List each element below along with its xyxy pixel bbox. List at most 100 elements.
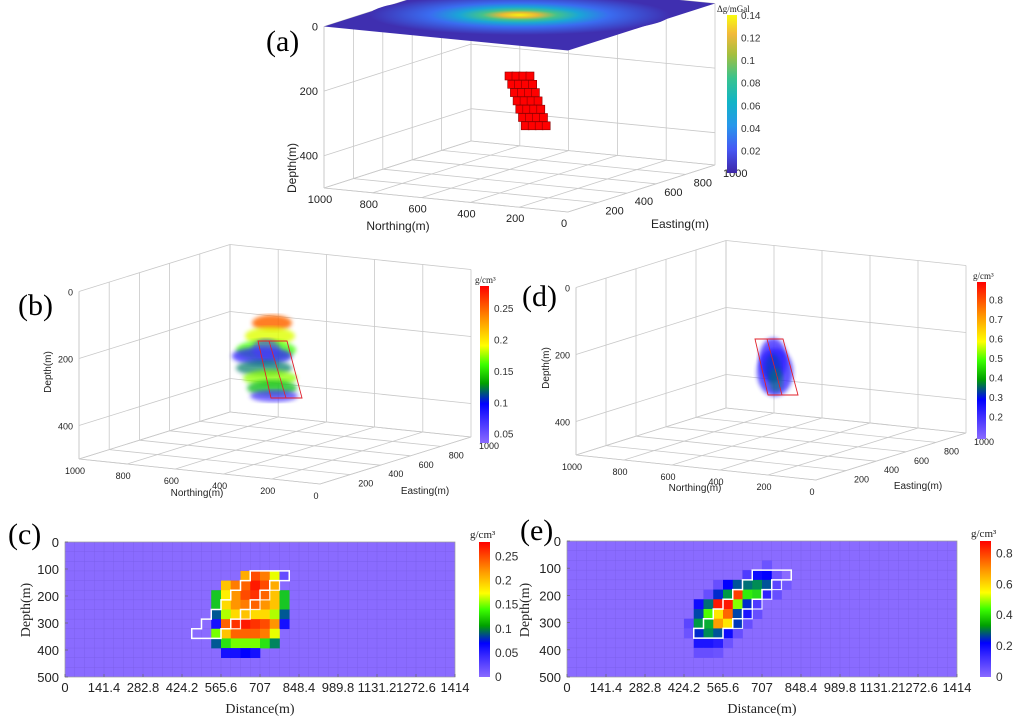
colorbar-tick-label: 0.12 <box>741 34 761 45</box>
colorbar-tick-label: 0.14 <box>741 11 761 22</box>
y-tick-label: 0 <box>52 535 59 550</box>
panel-a-xlabel: Easting(m) <box>651 217 709 231</box>
x-tick-label: 707 <box>249 680 271 695</box>
panel-c-tick-labels: 0 141.4 282.8 424.2 565.6 707 848.4 989.8 1131.2… <box>37 535 469 695</box>
heatmap-cell <box>250 609 261 620</box>
y-axis-line <box>575 454 817 481</box>
gridline <box>575 407 727 456</box>
true-model-outline <box>693 569 792 639</box>
northing-tick-label: 0 <box>809 487 814 497</box>
heatmap-cell <box>240 638 251 649</box>
gridline <box>441 150 686 175</box>
colorbar-tick-label: 0.1 <box>741 56 755 67</box>
gridline <box>725 407 967 434</box>
density-blob <box>252 315 292 331</box>
colorbar-tick-label: 0.4 <box>989 374 1003 385</box>
x-tick-label: 848.4 <box>785 680 818 695</box>
easting-tick-label: 600 <box>914 456 929 466</box>
gridline <box>767 427 919 476</box>
heatmap-cell <box>240 580 251 591</box>
easting-tick-label: 200 <box>358 479 373 489</box>
panel-c-ylabel: Depth(m) <box>19 582 34 637</box>
heatmap-cell <box>723 579 734 590</box>
y-tick-label: 500 <box>539 670 561 685</box>
northing-tick-label: 200 <box>756 482 771 492</box>
heatmap-cell <box>279 590 290 601</box>
easting-tick-label: 400 <box>635 196 653 208</box>
x-axis-line <box>567 164 716 213</box>
colorbar-tick-label: 0.8 <box>989 296 1003 307</box>
panel-e: (e) 0 141.4 282.8 424.2 565.6 707 848.4 989.8 11… <box>518 514 1013 717</box>
gridline <box>695 417 937 443</box>
gridline <box>719 422 871 471</box>
colorbar-b-ticks: 0.05 0.1 0.15 0.2 0.25 <box>494 304 514 441</box>
gridline <box>575 374 727 422</box>
heatmap-cell <box>250 570 261 581</box>
gridline <box>665 426 907 453</box>
easting-tick-label: 600 <box>664 187 682 199</box>
x-tick-label: 565.6 <box>707 680 740 695</box>
northing-tick-label: 800 <box>612 467 627 477</box>
heatmap-cell <box>230 580 241 591</box>
heatmap-cell <box>211 628 222 639</box>
easting-tick-label: 800 <box>944 446 959 456</box>
z-tick-label: 400 <box>58 422 73 432</box>
heatmap-cell <box>693 618 704 629</box>
gridline <box>575 307 727 355</box>
northing-tick-label: 1000 <box>65 466 85 476</box>
heatmap-cell <box>732 589 743 600</box>
heatmap-cell <box>693 609 704 620</box>
heatmap-cell <box>713 638 724 649</box>
easting-tick-label: 800 <box>449 450 464 460</box>
heatmap-cell <box>703 609 714 620</box>
panel-e-tick-labels: 0 141.4 282.8 424.2 565.6 707 848.4 989.8 1131.2… <box>539 534 971 695</box>
gridline <box>470 108 716 134</box>
panel-b: (b) 0 200 400 1000 800 600 400 200 0 200 400 600 800… <box>18 244 514 501</box>
heatmap-cell <box>762 589 773 600</box>
heatmap-cell <box>752 579 763 590</box>
true-model-outline <box>191 570 290 640</box>
heatmap-cell <box>693 628 704 639</box>
northing-tick-label: 800 <box>360 199 378 211</box>
y-tick-label: 300 <box>539 616 561 631</box>
prism-cell <box>536 104 546 114</box>
panel-label-d: (d) <box>522 280 557 313</box>
panel-label-c: (c) <box>8 518 41 551</box>
heatmap-cell <box>781 579 792 590</box>
x-tick-label: 282.8 <box>629 680 662 695</box>
heatmap-cell <box>269 580 280 591</box>
heatmap-cell <box>269 570 280 581</box>
heatmap-cell <box>221 628 232 639</box>
gridline <box>323 43 472 92</box>
gridline <box>470 155 618 203</box>
heatmap-cell <box>762 560 773 571</box>
heatmap-cell <box>684 628 695 639</box>
heatmap-cell <box>221 619 232 630</box>
heatmap-cell <box>260 590 271 601</box>
heatmap-cell <box>713 599 724 610</box>
gridline <box>78 378 231 426</box>
colorbar-tick-label: 0.6 <box>996 577 1013 591</box>
northing-tick-label: 600 <box>660 472 675 482</box>
gridline <box>109 449 351 475</box>
easting-tick-label: 600 <box>419 460 434 470</box>
x-tick-label: 0 <box>61 680 68 695</box>
colorbar-tick-label: 0.08 <box>741 79 761 90</box>
gridline <box>323 140 472 189</box>
heatmap-cell <box>732 628 743 639</box>
heatmap-cell <box>723 609 734 620</box>
heatmap-cell <box>693 599 704 610</box>
heatmap-cell <box>279 619 290 630</box>
heatmap-cell <box>221 638 232 649</box>
heatmap-cell <box>211 609 222 620</box>
easting-tick-label: 400 <box>884 465 899 475</box>
z-tick-label: 200 <box>300 86 318 98</box>
panel-e-ylabel: Depth(m) <box>518 582 533 637</box>
z-tick-label: 0 <box>312 22 318 34</box>
heatmap-cell <box>269 609 280 620</box>
gridline <box>671 417 823 466</box>
panel-d-colorbar: g/cm³ 0.2 0.3 0.4 0.5 0.6 0.7 0.8 <box>973 271 1003 439</box>
gridline <box>725 240 967 266</box>
heatmap-cell <box>732 618 743 629</box>
gridline <box>199 421 441 447</box>
